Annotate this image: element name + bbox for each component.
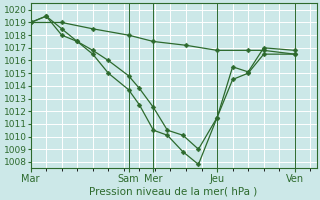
X-axis label: Pression niveau de la mer( hPa ): Pression niveau de la mer( hPa ) (90, 187, 258, 197)
